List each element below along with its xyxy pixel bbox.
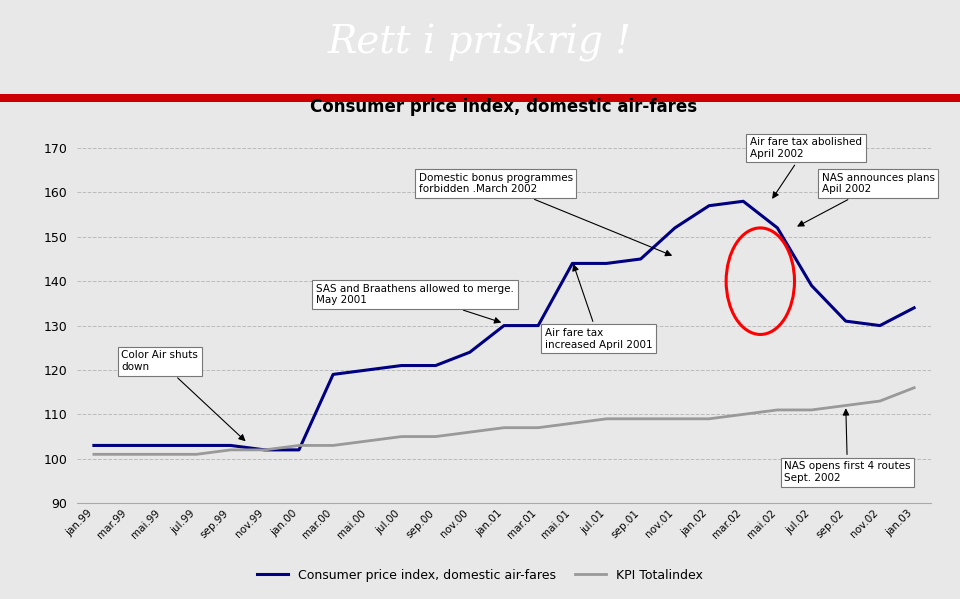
Title: Consumer price index, domestic air-fares: Consumer price index, domestic air-fares <box>310 98 698 116</box>
Text: NAS opens first 4 routes
Sept. 2002: NAS opens first 4 routes Sept. 2002 <box>784 410 911 483</box>
Text: Air fare tax
increased April 2001: Air fare tax increased April 2001 <box>545 265 653 350</box>
Text: Air fare tax abolished
April 2002: Air fare tax abolished April 2002 <box>750 137 862 198</box>
Text: Color Air shuts
down: Color Air shuts down <box>121 350 245 440</box>
Text: SAS and Braathens allowed to merge.
May 2001: SAS and Braathens allowed to merge. May … <box>316 284 514 323</box>
Bar <box>0 93 960 102</box>
Text: NAS announces plans
Apil 2002: NAS announces plans Apil 2002 <box>798 173 935 226</box>
Text: Domestic bonus programmes
forbidden .March 2002: Domestic bonus programmes forbidden .Mar… <box>419 173 671 256</box>
Legend: Consumer price index, domestic air-fares, KPI Totalindex: Consumer price index, domestic air-fares… <box>252 564 708 587</box>
Text: Rett i priskrig !: Rett i priskrig ! <box>328 24 632 62</box>
